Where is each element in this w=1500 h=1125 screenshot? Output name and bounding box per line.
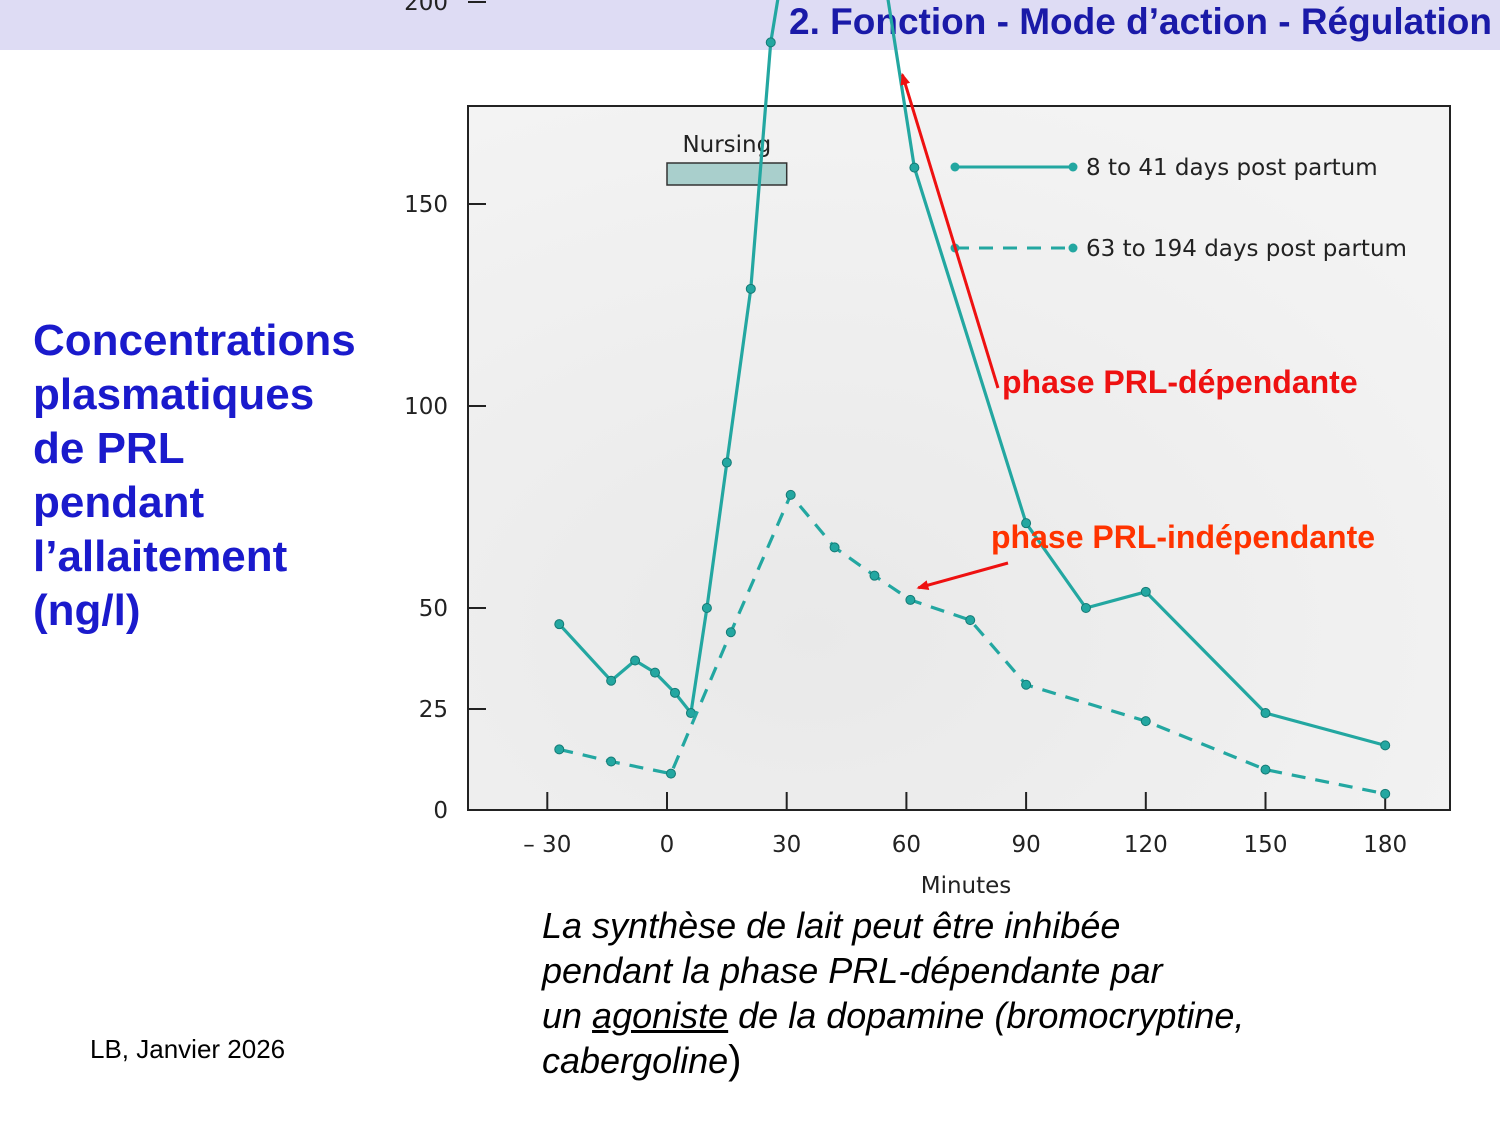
x-tick-label: 30 — [772, 832, 801, 858]
x-tick-label: 120 — [1124, 832, 1168, 858]
series-2-point — [1021, 679, 1032, 690]
series-1-point — [1021, 518, 1032, 529]
series-2-point — [869, 570, 880, 581]
x-tick-label: 60 — [892, 832, 921, 858]
caption-agoniste: agoniste — [592, 995, 729, 1036]
left-title-line: l’allaitement — [33, 532, 288, 581]
legend-label-2: 63 to 194 days post partum — [1086, 236, 1407, 262]
caption-line-4-text: cabergoline — [542, 1040, 729, 1081]
series-2-point — [665, 768, 676, 779]
series-1-point — [1140, 586, 1151, 597]
x-tick-label: 0 — [660, 832, 675, 858]
series-1-point — [669, 687, 680, 698]
nursing-band-group: Nursing — [666, 132, 788, 186]
series-1-point — [701, 603, 712, 613]
y-tick-label: 25 — [419, 697, 448, 723]
axes: 02550100150200250300– 300306090120150180… — [404, 0, 1407, 899]
plot-area — [467, 105, 1451, 811]
series-1-point — [606, 675, 617, 686]
x-tick-label: – 30 — [523, 832, 571, 858]
series-2-point — [905, 594, 916, 605]
y-tick-label: 0 — [433, 798, 448, 824]
caption-line-3: un agoniste de la dopamine (bromocryptin… — [542, 993, 1442, 1038]
x-tick-label: 90 — [1011, 832, 1040, 858]
legend-label-1: 8 to 41 days post partum — [1086, 155, 1378, 181]
series-1-point — [1380, 740, 1391, 751]
series-2-point — [725, 627, 736, 638]
x-tick-label: 150 — [1244, 832, 1288, 858]
caption-paren: ) — [728, 1038, 742, 1082]
series-2-point — [1140, 716, 1151, 727]
left-title: Concentrations plasmatiques de PRL penda… — [33, 314, 413, 638]
y-tick-label: 200 — [404, 0, 448, 16]
header-bar: 2. Fonction - Mode d’action - Régulation — [0, 0, 1500, 50]
annotation-prl-independante: phase PRL-indépendante — [991, 519, 1375, 555]
y-tick-label: 150 — [404, 192, 448, 218]
legend-marker — [1068, 243, 1078, 253]
annotation-prl-dependante: phase PRL-dépendante — [1002, 364, 1358, 400]
series-1-point — [909, 162, 920, 173]
series-1-point — [650, 667, 661, 678]
left-title-line: de PRL — [33, 424, 185, 473]
left-title-line: plasmatiques — [33, 370, 315, 419]
series-2-point — [1260, 764, 1271, 775]
caption: La synthèse de lait peut être inhibée pe… — [542, 903, 1442, 1083]
arrow-prl-independante — [916, 561, 1009, 590]
footer-note: LB, Janvier 2026 — [90, 1034, 286, 1064]
series-2-point — [606, 756, 617, 767]
series-1-point — [765, 37, 776, 48]
arrow-prl-dependante — [900, 72, 1000, 389]
series-group — [554, 0, 1391, 799]
series-2-point — [785, 489, 796, 500]
series-2-point — [829, 542, 840, 553]
legend-marker — [1068, 162, 1078, 172]
annotations: phase PRL-dépendante phase PRL-indépendan… — [900, 72, 1375, 590]
x-axis-label: Minutes — [921, 873, 1012, 899]
series-1-point — [745, 283, 756, 294]
y-tick-label: 100 — [404, 394, 448, 420]
left-title-line: pendant — [33, 478, 205, 527]
caption-line-3-post: de la dopamine (bromocryptine, — [728, 995, 1245, 1036]
series-1-point — [1080, 603, 1091, 613]
caption-line-3-pre: un — [542, 995, 593, 1036]
caption-line-1: La synthèse de lait peut être inhibée — [542, 905, 1121, 946]
series-1-point — [630, 655, 641, 666]
x-tick-label: 180 — [1363, 832, 1407, 858]
series-1-point — [554, 619, 565, 630]
series-1-point — [721, 457, 732, 468]
left-title-line: (ng/l) — [33, 586, 141, 635]
series-2-point — [554, 744, 565, 755]
nursing-band — [666, 162, 788, 186]
series-1-point — [1260, 708, 1271, 719]
legend-marker — [950, 162, 960, 172]
nursing-label: Nursing — [682, 132, 771, 158]
series-2-point — [965, 615, 976, 626]
y-tick-label: 50 — [419, 596, 448, 622]
slide-title: 2. Fonction - Mode d’action - Régulation — [789, 1, 1492, 42]
legend: 8 to 41 days post partum 63 to 194 days p… — [950, 155, 1407, 262]
caption-line-2: pendant la phase PRL-dépendante par — [542, 950, 1163, 991]
caption-line-4: cabergoline) — [542, 1038, 1442, 1083]
series-2-point — [1380, 788, 1391, 799]
left-title-line: Concentrations — [33, 316, 356, 365]
